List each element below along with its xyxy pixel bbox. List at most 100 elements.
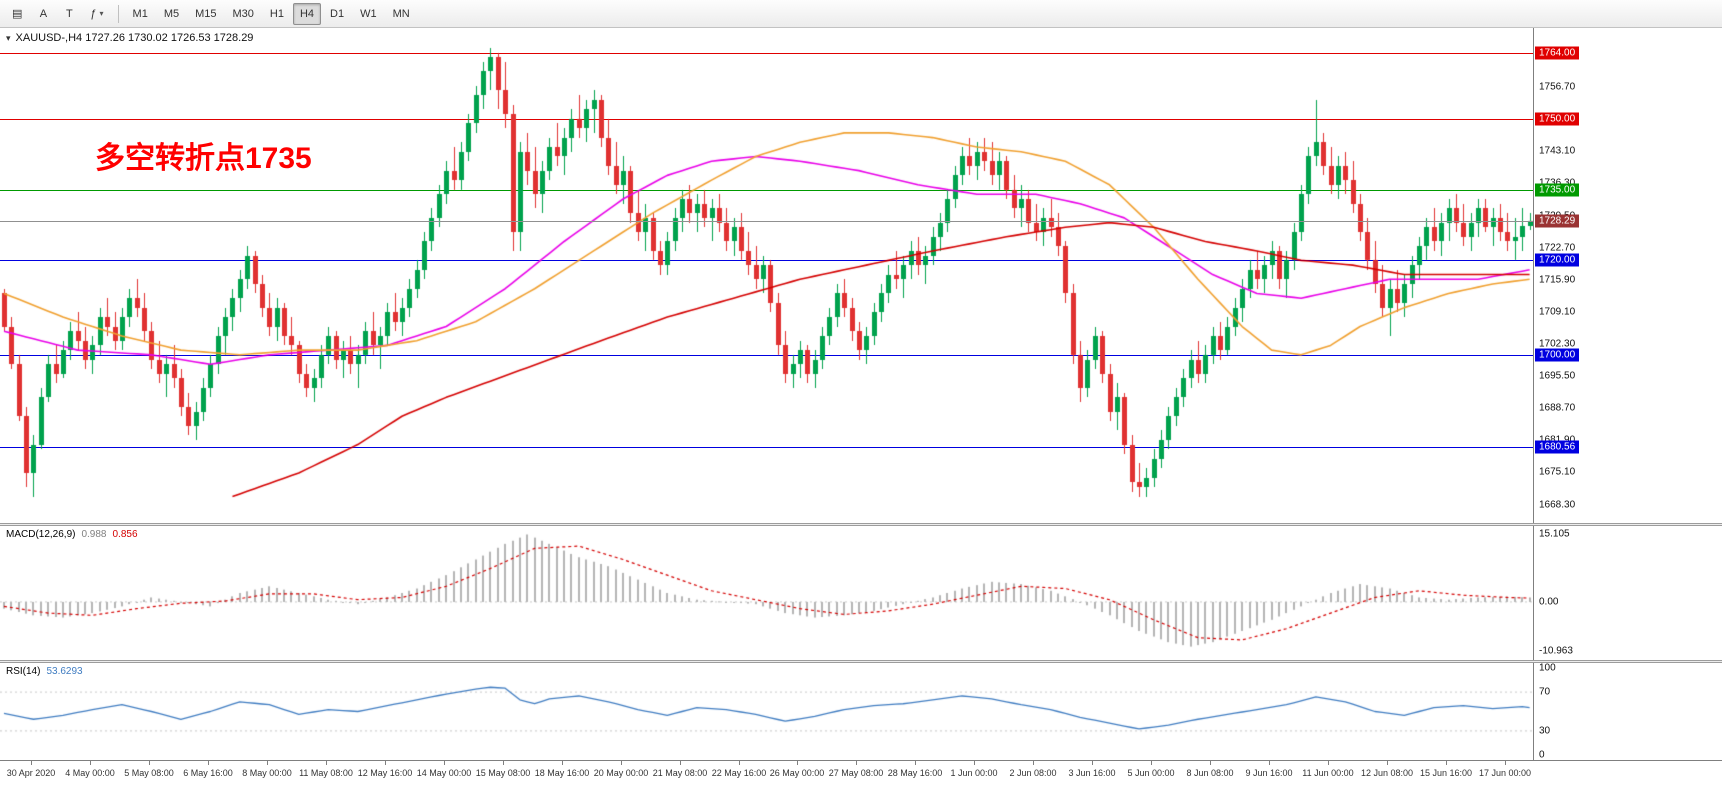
macd-name: MACD(12,26,9) xyxy=(6,529,76,540)
time-label: 9 Jun 16:00 xyxy=(1245,768,1293,778)
time-label: 18 May 16:00 xyxy=(534,768,590,778)
chart-annotation-text[interactable]: 多空转折点1735 xyxy=(95,142,312,175)
rsi-axis-tick: 70 xyxy=(1539,686,1551,698)
macd-canvas[interactable] xyxy=(0,526,1533,660)
time-tick xyxy=(680,761,681,765)
time-tick xyxy=(562,761,563,765)
time-label: 20 May 00:00 xyxy=(593,768,649,778)
time-tick xyxy=(1092,761,1093,765)
time-tick xyxy=(1033,761,1034,765)
price-tick: 1722.70 xyxy=(1539,242,1576,254)
price-chart-panel[interactable]: ▾ XAUUSD-,H4 1727.26 1730.02 1726.53 172… xyxy=(0,28,1533,523)
price-tick: 1743.10 xyxy=(1539,145,1576,157)
time-label: 12 May 16:00 xyxy=(357,768,413,778)
timeframe-H1[interactable]: H1 xyxy=(269,7,284,20)
time-label: 3 Jun 16:00 xyxy=(1068,768,1116,778)
rsi-axis-tick: 100 xyxy=(1539,662,1556,674)
time-label: 28 May 16:00 xyxy=(887,768,943,778)
timeframe-H4[interactable]: H4 xyxy=(292,2,322,25)
time-tick xyxy=(444,761,445,765)
price-tick: 1675.10 xyxy=(1539,466,1576,478)
time-label: 27 May 08:00 xyxy=(828,768,884,778)
rsi-label: RSI(14) 53.6293 xyxy=(6,666,83,677)
toolbar-separator xyxy=(117,4,119,23)
time-tick xyxy=(1210,761,1211,765)
time-tick xyxy=(31,761,32,765)
objects-list-button[interactable]: ▤ xyxy=(5,3,29,25)
time-label: 6 May 16:00 xyxy=(183,768,233,778)
price-axis[interactable]: 1756.701749.901743.101736.301729.501722.… xyxy=(1533,28,1722,760)
time-tick xyxy=(385,761,386,765)
rsi-axis-tick: 0 xyxy=(1539,749,1545,761)
time-label: 4 May 00:00 xyxy=(65,768,115,778)
time-tick xyxy=(1446,761,1447,765)
time-tick xyxy=(1151,761,1152,765)
time-tick xyxy=(208,761,209,765)
macd-panel[interactable]: MACD(12,26,9) 0.988 0.856 xyxy=(0,526,1533,660)
time-label: 2 Jun 08:00 xyxy=(1009,768,1057,778)
time-tick xyxy=(621,761,622,765)
bid-price-line xyxy=(0,221,1533,223)
time-tick xyxy=(974,761,975,765)
collapse-arrow-icon[interactable]: ▾ xyxy=(6,32,11,43)
timeframe-D1[interactable]: D1 xyxy=(330,7,345,20)
macd-axis-tick: 0.00 xyxy=(1539,596,1559,608)
time-label: 11 May 08:00 xyxy=(299,768,353,778)
hline-price-badge: 1750.00 xyxy=(1535,112,1580,126)
hline-price-badge: 1735.00 xyxy=(1535,183,1580,197)
panel-splitter[interactable] xyxy=(0,523,1722,526)
macd-axis-tick: -10.963 xyxy=(1539,645,1573,657)
time-label: 12 Jun 08:00 xyxy=(1360,768,1414,778)
time-tick xyxy=(149,761,150,765)
time-label: 5 Jun 00:00 xyxy=(1127,768,1175,778)
price-tick: 1756.70 xyxy=(1539,81,1576,93)
rsi-canvas[interactable] xyxy=(0,663,1533,760)
timeframe-W1[interactable]: W1 xyxy=(360,7,377,20)
hline-price-badge: 1680.56 xyxy=(1535,440,1580,454)
timeframe-M5[interactable]: M5 xyxy=(163,7,180,20)
candlestick-canvas[interactable] xyxy=(0,28,1533,523)
timeframe-M1[interactable]: M1 xyxy=(132,7,148,20)
time-label: 26 May 00:00 xyxy=(769,768,825,778)
time-label: 1 Jun 00:00 xyxy=(950,768,998,778)
panel-splitter[interactable] xyxy=(0,660,1722,663)
time-tick xyxy=(739,761,740,765)
rsi-value: 53.6293 xyxy=(46,666,83,677)
macd-signal-value: 0.856 xyxy=(112,529,138,540)
hline-price-badge: 1720.00 xyxy=(1535,253,1580,267)
timeframe-MN[interactable]: MN xyxy=(392,7,410,20)
time-label: 14 May 00:00 xyxy=(416,768,472,778)
time-tick xyxy=(90,761,91,765)
time-tick xyxy=(856,761,857,765)
symbol-ohlc-text: XAUUSD-,H4 1727.26 1730.02 1726.53 1728.… xyxy=(15,32,254,44)
line-studies-button[interactable]: ƒ ▾ xyxy=(83,3,110,25)
time-tick xyxy=(1328,761,1329,765)
time-tick xyxy=(1505,761,1506,765)
time-tick xyxy=(503,761,504,765)
time-label: 22 May 16:00 xyxy=(711,768,767,778)
time-label: 11 Jun 00:00 xyxy=(1302,768,1354,778)
price-tick: 1709.10 xyxy=(1539,306,1576,318)
time-label: 15 Jun 16:00 xyxy=(1419,768,1473,778)
timeframe-M15[interactable]: M15 xyxy=(195,7,217,20)
bid-price-badge: 1728.29 xyxy=(1535,214,1580,228)
rsi-panel[interactable]: RSI(14) 53.6293 xyxy=(0,663,1533,760)
time-label: 8 Jun 08:00 xyxy=(1186,768,1234,778)
macd-axis-tick: 15.105 xyxy=(1539,528,1570,540)
time-tick xyxy=(267,761,268,765)
price-tick: 1668.30 xyxy=(1539,499,1576,511)
line-studies-icon: ƒ xyxy=(90,7,97,20)
price-tick: 1702.30 xyxy=(1539,338,1576,350)
text-label-button[interactable]: A xyxy=(31,3,55,25)
hline-price-badge: 1700.00 xyxy=(1535,348,1580,362)
hline-price-badge: 1764.00 xyxy=(1535,46,1580,60)
objects-list-icon: ▤ xyxy=(12,8,23,20)
time-axis[interactable]: 30 Apr 2020 4 May 00:00 5 May 08:00 6 May 1… xyxy=(0,760,1722,795)
chevron-down-icon: ▾ xyxy=(99,9,104,18)
timeframe-M30[interactable]: M30 xyxy=(232,7,254,20)
text-box-button[interactable]: T xyxy=(57,3,81,25)
symbol-ohlc-title: ▾ XAUUSD-,H4 1727.26 1730.02 1726.53 172… xyxy=(6,32,253,44)
time-tick xyxy=(326,761,327,765)
price-tick: 1688.70 xyxy=(1539,402,1576,414)
